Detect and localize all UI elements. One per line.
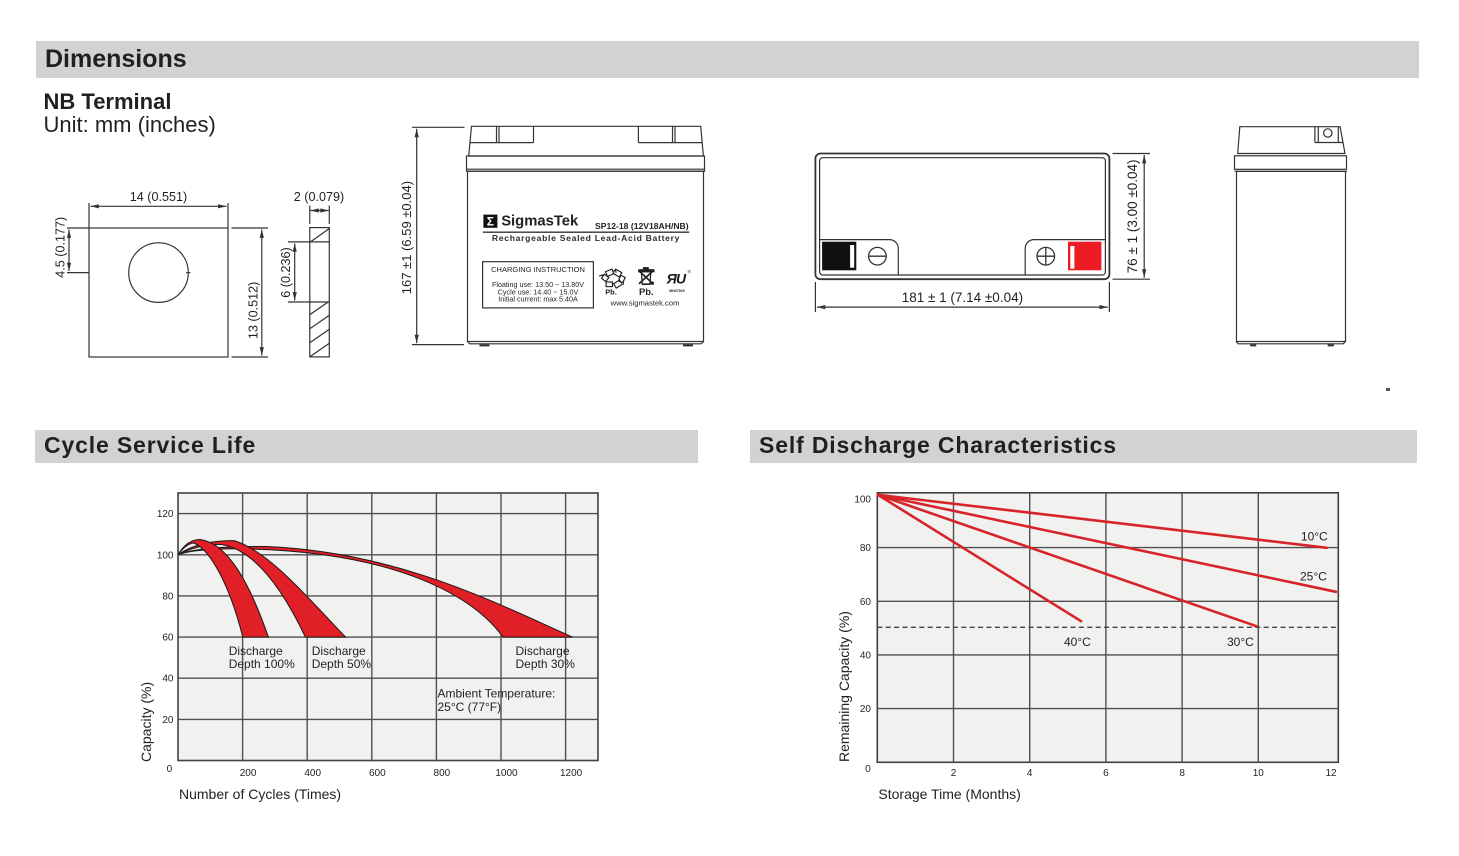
svg-text:Capacity (%): Capacity (%) bbox=[138, 682, 154, 762]
svg-text:20: 20 bbox=[162, 715, 174, 726]
svg-text:40: 40 bbox=[162, 674, 174, 685]
svg-text:12: 12 bbox=[1325, 768, 1337, 779]
svg-text:6 (0.236): 6 (0.236) bbox=[279, 247, 293, 297]
svg-text:40: 40 bbox=[860, 650, 872, 661]
svg-text:100: 100 bbox=[854, 495, 871, 506]
svg-text:0: 0 bbox=[865, 764, 871, 775]
svg-text:ЯU: ЯU bbox=[666, 270, 687, 286]
svg-text:40°C: 40°C bbox=[1064, 635, 1091, 649]
svg-text:181 ± 1 (7.14 ±0.04): 181 ± 1 (7.14 ±0.04) bbox=[902, 290, 1023, 305]
svg-text:4: 4 bbox=[1027, 768, 1033, 779]
svg-text:60: 60 bbox=[162, 633, 174, 644]
svg-text:13 (0.512): 13 (0.512) bbox=[246, 282, 260, 339]
svg-text:SigmasTek: SigmasTek bbox=[501, 213, 579, 229]
svg-text:600: 600 bbox=[369, 768, 386, 779]
svg-text:25°C (77°F): 25°C (77°F) bbox=[438, 700, 502, 714]
svg-text:Σ: Σ bbox=[487, 215, 494, 229]
svg-text:MH47929: MH47929 bbox=[669, 289, 685, 293]
svg-text:Cycle use: 14.40 ~ 15.0V: Cycle use: 14.40 ~ 15.0V bbox=[498, 287, 579, 296]
svg-text:120: 120 bbox=[157, 509, 174, 520]
svg-text:60: 60 bbox=[860, 597, 872, 608]
svg-text:6: 6 bbox=[1103, 768, 1109, 779]
svg-text:Floating use: 13.50 ~ 13.80V: Floating use: 13.50 ~ 13.80V bbox=[492, 280, 584, 289]
svg-text:Storage Time (Months): Storage Time (Months) bbox=[878, 786, 1020, 802]
svg-text:SP12-18 (12V18AH/NB): SP12-18 (12V18AH/NB) bbox=[595, 221, 689, 231]
svg-text:8: 8 bbox=[1179, 768, 1185, 779]
svg-text:Rechargeable Sealed Lead-Acid: Rechargeable Sealed Lead-Acid Battery bbox=[492, 233, 680, 243]
svg-text:Depth 50%: Depth 50% bbox=[312, 657, 372, 671]
svg-text:76 ± 1 (3.00 ±0.04): 76 ± 1 (3.00 ±0.04) bbox=[1125, 159, 1140, 273]
svg-text:Initial current: max 5.40A: Initial current: max 5.40A bbox=[498, 295, 578, 304]
svg-text:CHARGING INSTRUCTION: CHARGING INSTRUCTION bbox=[491, 265, 585, 274]
svg-text:1000: 1000 bbox=[495, 768, 518, 779]
svg-text:20: 20 bbox=[860, 704, 872, 715]
svg-text:Depth 100%: Depth 100% bbox=[229, 657, 295, 671]
svg-text:Pb.: Pb. bbox=[605, 287, 617, 296]
svg-text:0: 0 bbox=[167, 764, 173, 775]
svg-text:Discharge: Discharge bbox=[312, 644, 366, 658]
svg-text:80: 80 bbox=[860, 543, 872, 554]
svg-text:400: 400 bbox=[304, 768, 321, 779]
svg-text:800: 800 bbox=[434, 768, 451, 779]
svg-text:14 (0.551): 14 (0.551) bbox=[130, 190, 187, 204]
svg-text:200: 200 bbox=[240, 768, 257, 779]
svg-text:Ambient Temperature:: Ambient Temperature: bbox=[438, 686, 556, 700]
svg-text:25°C: 25°C bbox=[1300, 569, 1327, 583]
svg-text:Number of Cycles (Times): Number of Cycles (Times) bbox=[179, 786, 341, 802]
svg-text:Pb.: Pb. bbox=[639, 286, 654, 297]
svg-text:10°C: 10°C bbox=[1301, 529, 1328, 543]
svg-text:30°C: 30°C bbox=[1227, 635, 1254, 649]
svg-text:Depth 30%: Depth 30% bbox=[516, 657, 576, 671]
svg-text:100: 100 bbox=[157, 550, 174, 561]
svg-text:Discharge: Discharge bbox=[229, 644, 283, 658]
svg-text:2 (0.079): 2 (0.079) bbox=[294, 190, 344, 204]
svg-text:®: ® bbox=[688, 269, 692, 275]
svg-text:167 ±1 (6.59 ±0.04): 167 ±1 (6.59 ±0.04) bbox=[399, 181, 414, 294]
svg-text:2: 2 bbox=[951, 768, 957, 779]
svg-text:Discharge: Discharge bbox=[516, 644, 570, 658]
svg-text:80: 80 bbox=[162, 591, 174, 602]
svg-text:10: 10 bbox=[1253, 768, 1265, 779]
svg-text:1200: 1200 bbox=[560, 768, 583, 779]
svg-text:Remaining Capacity (%): Remaining Capacity (%) bbox=[836, 611, 852, 762]
svg-text:www.sigmastek.com: www.sigmastek.com bbox=[610, 298, 680, 307]
svg-text:4.5 (0.177): 4.5 (0.177) bbox=[54, 217, 68, 278]
